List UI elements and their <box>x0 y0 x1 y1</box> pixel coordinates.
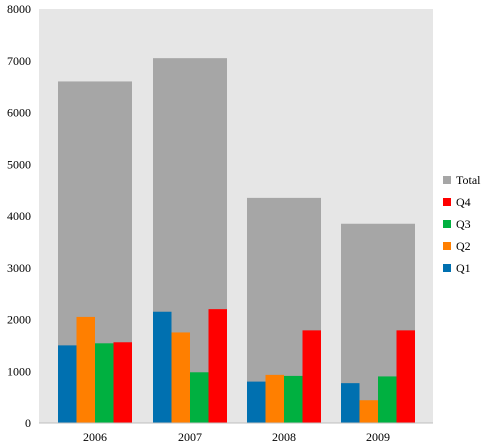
y-tick-label: 1000 <box>7 364 31 378</box>
x-tick-label: 2007 <box>178 430 202 444</box>
bar-q4-2009 <box>396 330 415 423</box>
x-axis-tick-labels: 2006 2007 2008 2009 <box>83 430 390 444</box>
y-tick-label: 2000 <box>7 313 31 327</box>
y-tick-label: 4000 <box>7 209 31 223</box>
legend-label-q2: Q2 <box>456 239 471 253</box>
bar-q4-2006 <box>113 342 132 423</box>
bar-q2-2008 <box>265 374 284 423</box>
legend-label-q3: Q3 <box>456 217 471 231</box>
bar-q1-2007 <box>153 311 172 423</box>
legend-swatch-q1 <box>443 264 451 272</box>
legend-label-q1: Q1 <box>456 261 471 275</box>
legend-label-q4: Q4 <box>456 195 471 209</box>
y-axis-tick-labels: 0 1000 2000 3000 4000 5000 6000 7000 8000 <box>7 2 31 430</box>
bar-q4-2007 <box>208 309 227 423</box>
y-tick-label: 7000 <box>7 54 31 68</box>
bar-q3-2006 <box>95 343 114 423</box>
legend: Total Q4 Q3 Q2 Q1 <box>443 173 481 275</box>
y-tick-label: 3000 <box>7 261 31 275</box>
bar-q1-2006 <box>58 345 77 423</box>
bar-q2-2006 <box>76 316 95 423</box>
bar-q1-2009 <box>341 383 360 423</box>
x-tick-label: 2008 <box>272 430 296 444</box>
x-tick-label: 2009 <box>366 430 390 444</box>
bar-q1-2008 <box>247 381 266 423</box>
y-tick-label: 6000 <box>7 106 31 120</box>
bar-q3-2008 <box>284 375 303 423</box>
legend-swatch-q2 <box>443 242 451 250</box>
bar-q2-2007 <box>171 332 190 423</box>
legend-swatch-total <box>443 176 451 184</box>
legend-swatch-q4 <box>443 198 451 206</box>
bar-q3-2007 <box>190 372 209 423</box>
quarter-bars <box>58 309 415 423</box>
y-tick-label: 5000 <box>7 157 31 171</box>
legend-label-total: Total <box>456 173 481 187</box>
y-tick-label: 0 <box>25 416 31 430</box>
y-tick-label: 8000 <box>7 2 31 16</box>
x-tick-label: 2006 <box>83 430 107 444</box>
bar-q3-2009 <box>378 376 397 423</box>
legend-swatch-q3 <box>443 220 451 228</box>
bar-q2-2009 <box>359 400 378 423</box>
bar-q4-2008 <box>302 330 321 423</box>
